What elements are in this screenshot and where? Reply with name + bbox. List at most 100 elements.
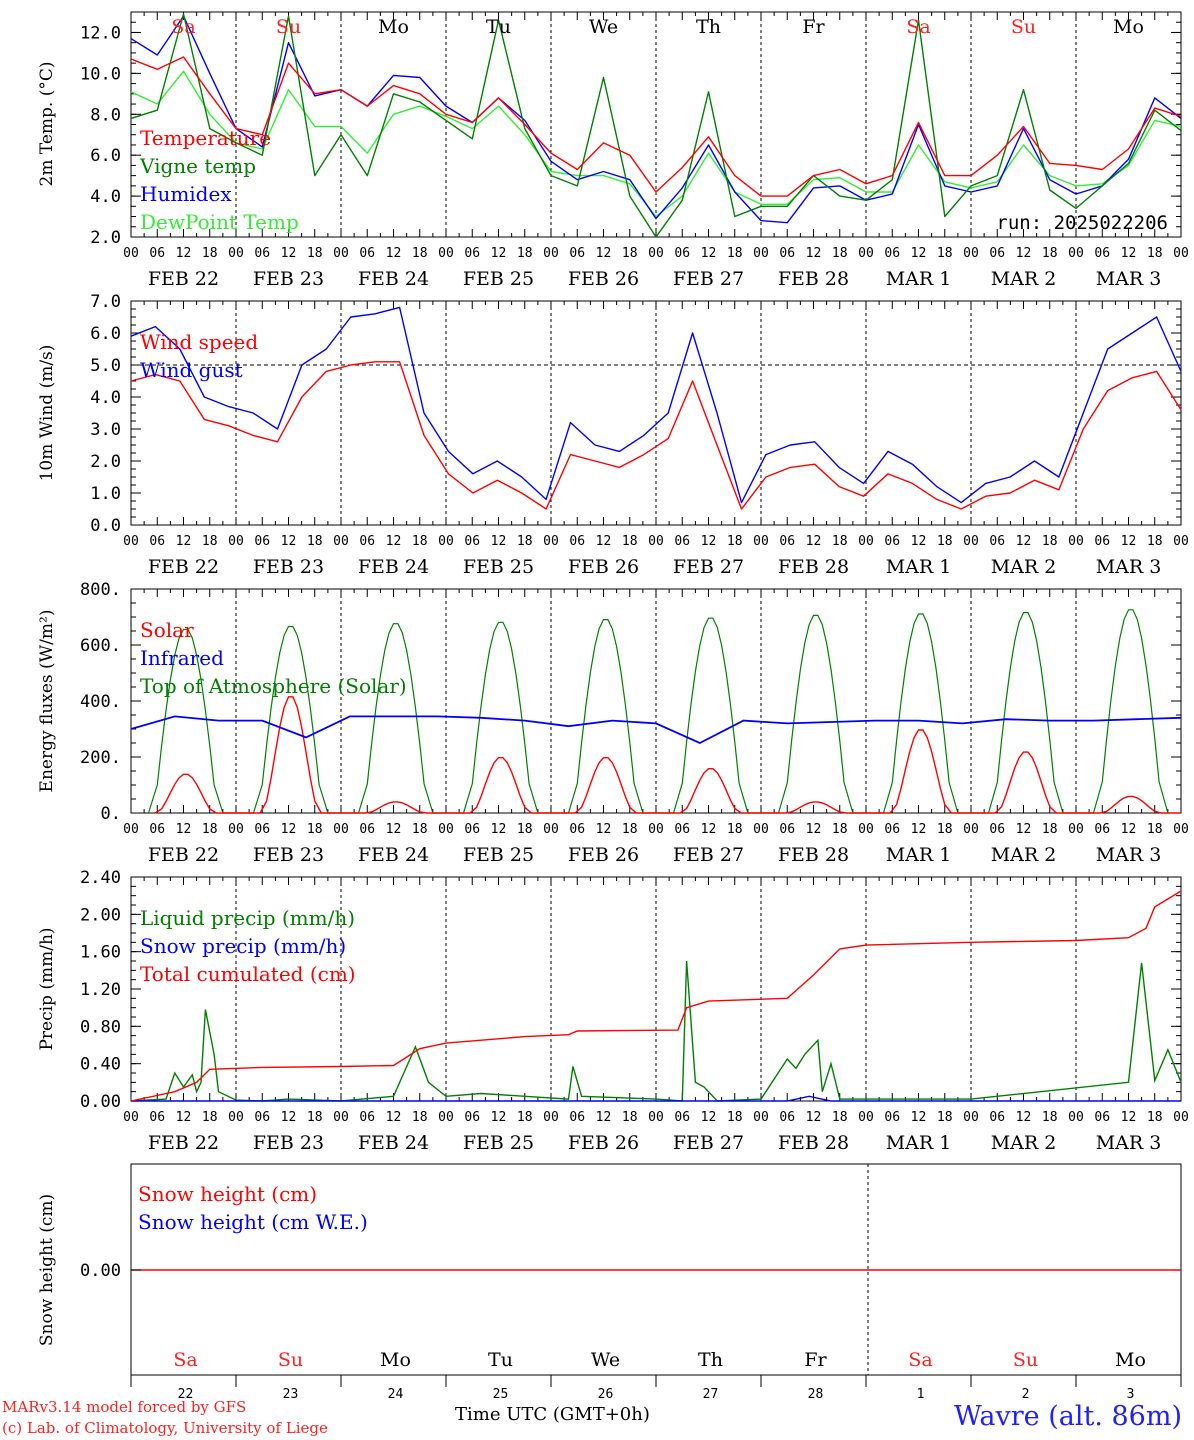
day-label: Fr (802, 16, 825, 38)
hour-tick-label: 00 (123, 246, 139, 261)
y-tick-label: 0.00 (80, 1092, 121, 1112)
hour-tick-label: 18 (727, 822, 743, 837)
hour-tick-label: 12 (386, 822, 402, 837)
hour-tick-label: 06 (464, 534, 480, 549)
hour-tick-label: 18 (727, 534, 743, 549)
hour-tick-label: 00 (438, 822, 454, 837)
hour-tick-label: 18 (1042, 534, 1058, 549)
date-tick-label: FEB 24 (358, 844, 429, 866)
date-tick-label: FEB 23 (253, 268, 324, 290)
day-number-label: 1 (917, 1387, 925, 1400)
hour-tick-label: 12 (386, 246, 402, 261)
hour-tick-label: 18 (832, 1110, 848, 1125)
hour-tick-label: 00 (648, 534, 664, 549)
hour-tick-label: 00 (438, 534, 454, 549)
date-tick-label: FEB 27 (673, 1132, 744, 1154)
date-tick-label: FEB 26 (568, 556, 639, 578)
day-label: Fr (804, 1349, 827, 1371)
model-credit: MARv3.14 model forced by GFS (2, 1398, 247, 1416)
date-tick-label: FEB 23 (253, 844, 324, 866)
date-tick-label: MAR 2 (991, 268, 1057, 290)
legend-entry: Wind speed (140, 330, 258, 354)
legend-entry: DewPoint Temp (140, 210, 299, 234)
hour-tick-label: 18 (1042, 1110, 1058, 1125)
date-tick-label: MAR 3 (1096, 1132, 1162, 1154)
hour-tick-label: 00 (858, 1110, 874, 1125)
legend-entry: Infrared (140, 646, 224, 670)
hour-tick-label: 00 (228, 1110, 244, 1125)
hour-tick-label: 18 (517, 534, 533, 549)
hour-tick-label: 18 (1147, 246, 1163, 261)
y-tick-label: 6.0 (90, 146, 121, 166)
date-tick-label: FEB 25 (463, 268, 534, 290)
hour-tick-label: 06 (884, 1110, 900, 1125)
date-tick-label: FEB 25 (463, 1132, 534, 1154)
hour-tick-label: 18 (412, 1110, 428, 1125)
hour-tick-label: 00 (1068, 246, 1084, 261)
hour-tick-label: 12 (806, 1110, 822, 1125)
hour-tick-label: 12 (281, 534, 297, 549)
series-snow (131, 1095, 1181, 1102)
hour-tick-label: 06 (1094, 1110, 1110, 1125)
hour-tick-label: 18 (202, 822, 218, 837)
hour-tick-label: 12 (386, 534, 402, 549)
hour-tick-label: 06 (1094, 246, 1110, 261)
series-dewpoint-temp (131, 70, 1181, 218)
panel-frame (130, 300, 1182, 526)
y-tick-label: 0.00 (80, 1261, 121, 1281)
panel-1: 2.0 4.0 6.0 8.0 10.0 12.0 2m Temp. (°C) 00 06 12 1… (37, 11, 1189, 290)
panel-4: 0.00 0.40 0.80 1.20 1.60 2.00 2.40 Precip (mm/h… (37, 868, 1189, 1154)
hour-tick-label: 18 (517, 822, 533, 837)
y-axis-label: 10m Wind (m/s) (37, 345, 57, 482)
hour-tick-label: 06 (779, 534, 795, 549)
hour-tick-label: 18 (202, 534, 218, 549)
legend-entry: Humidex (140, 182, 232, 206)
day-number-label: 24 (388, 1387, 404, 1400)
hour-tick-label: 18 (307, 534, 323, 549)
hour-tick-label: 00 (858, 246, 874, 261)
hour-tick-label: 06 (359, 1110, 375, 1125)
hour-tick-label: 18 (1147, 534, 1163, 549)
date-tick-label: MAR 3 (1096, 268, 1162, 290)
date-tick-label: MAR 1 (886, 844, 952, 866)
hour-tick-label: 12 (281, 246, 297, 261)
y-tick-label: 0.80 (80, 1017, 121, 1037)
series-solar (154, 696, 1181, 814)
hour-tick-label: 06 (254, 534, 270, 549)
hour-tick-label: 18 (937, 822, 953, 837)
hour-tick-label: 06 (674, 246, 690, 261)
hour-tick-label: 18 (307, 1110, 323, 1125)
date-tick-label: MAR 2 (991, 844, 1057, 866)
hour-tick-label: 12 (701, 1110, 717, 1125)
y-tick-label: 1.0 (90, 484, 121, 504)
legend-entry: Wind gust (140, 358, 243, 382)
hour-tick-label: 12 (176, 1110, 192, 1125)
day-number-label: 26 (598, 1387, 614, 1400)
hour-tick-label: 12 (701, 246, 717, 261)
hour-tick-label: 00 (858, 822, 874, 837)
legend-entry: Snow precip (mm/h) (140, 934, 346, 958)
hour-tick-label: 00 (333, 1110, 349, 1125)
panel-2: 0.0 1.0 2.0 3.0 4.0 5.0 6.0 7.0 10m Wind (m/s) 00… (37, 292, 1189, 578)
hour-tick-label: 18 (832, 246, 848, 261)
hour-tick-label: 18 (622, 534, 638, 549)
hour-tick-label: 12 (1121, 822, 1137, 837)
day-label: Tu (486, 16, 511, 38)
hour-tick-label: 00 (1068, 1110, 1084, 1125)
hour-tick-label: 12 (701, 534, 717, 549)
date-tick-label: FEB 24 (358, 1132, 429, 1154)
hour-tick-label: 12 (1016, 534, 1032, 549)
date-tick-label: FEB 27 (673, 844, 744, 866)
hour-tick-label: 00 (228, 534, 244, 549)
hour-tick-label: 00 (963, 246, 979, 261)
hour-tick-label: 18 (937, 534, 953, 549)
hour-tick-label: 18 (517, 1110, 533, 1125)
day-label: We (591, 1349, 620, 1371)
series-vigne-temp (131, 13, 1181, 237)
series-infrared (130, 715, 1182, 744)
hour-tick-label: 18 (1147, 822, 1163, 837)
y-axis-label: 2m Temp. (°C) (37, 61, 57, 186)
y-tick-label: 4.0 (90, 187, 121, 207)
date-tick-label: FEB 28 (778, 1132, 849, 1154)
legend-entry: Top of Atmosphere (Solar) (140, 674, 407, 698)
